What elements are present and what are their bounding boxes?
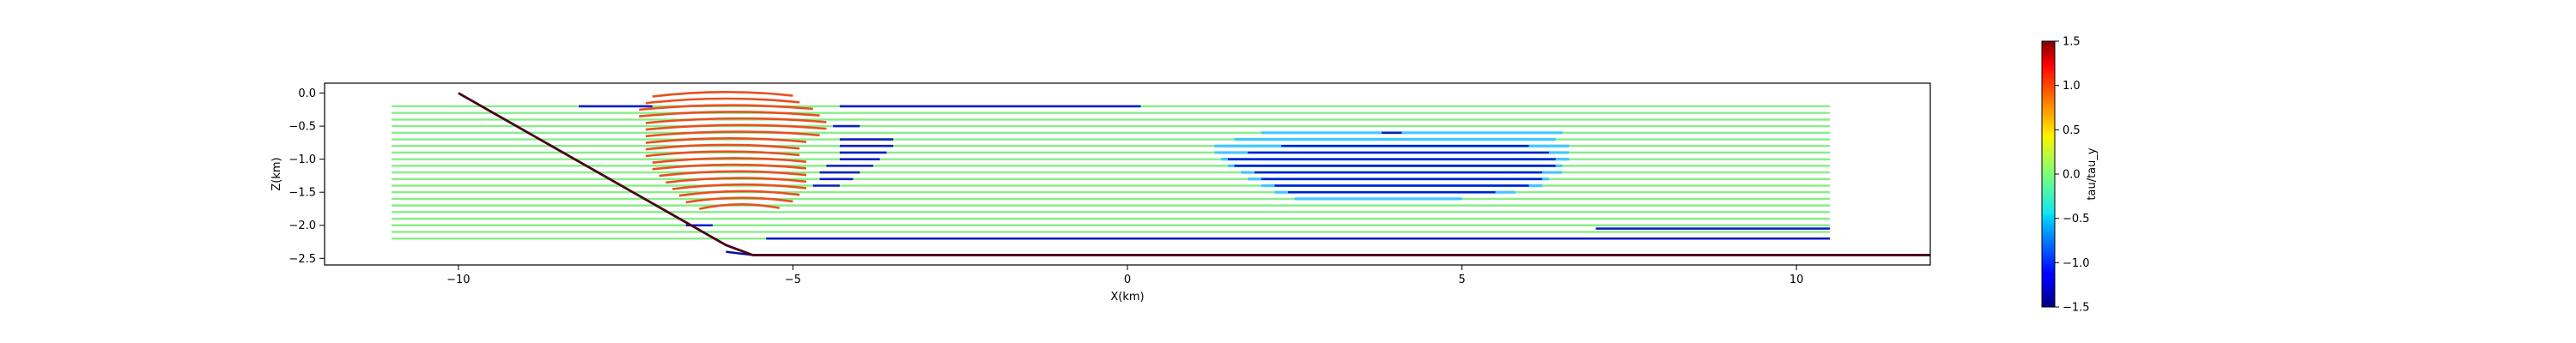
streamline-orange: [665, 177, 807, 184]
streamline-orange: [652, 91, 793, 98]
colorbar-tick-label: 1.5: [2063, 36, 2081, 49]
colorbar-ticks: 1.5 1.0 0.5 0.0 −0.5 −1.0 −1.5: [2055, 36, 2090, 315]
streamline-orange: [652, 163, 807, 171]
streamline-orange: [645, 117, 827, 124]
y-axis-label: Z(km): [270, 157, 283, 190]
colorbar-tick-label: 0.5: [2063, 124, 2081, 137]
y-tick-label: −2.0: [289, 220, 316, 232]
colorbar-tick-label: −0.5: [2063, 213, 2090, 226]
streamline-orange: [652, 157, 807, 164]
plot-content: [391, 91, 1930, 256]
y-tick-label: −1.5: [289, 187, 316, 200]
streamline-orange: [672, 183, 807, 190]
y-tick-label: −0.5: [289, 121, 316, 134]
streamline-orange: [645, 130, 820, 138]
colorbar-tick-label: −1.0: [2063, 257, 2090, 270]
streamline-orange: [659, 170, 807, 178]
x-tick-label: 0: [1124, 274, 1131, 286]
x-tick-label: −5: [785, 274, 801, 286]
x-axis: −10 −5 0 5 10: [447, 265, 1803, 286]
y-tick-label: 0.0: [298, 87, 316, 100]
x-axis-label: X(km): [1110, 291, 1144, 304]
colorbar-tick-label: 0.0: [2063, 169, 2081, 182]
colorbar-tick-label: −1.5: [2063, 302, 2090, 315]
streamline-orange: [645, 136, 807, 144]
streamline-orange: [645, 123, 827, 131]
streamline-orange: [639, 111, 820, 117]
x-tick-label: 5: [1458, 274, 1465, 286]
streamline-orange: [645, 150, 800, 158]
x-tick-label: 10: [1789, 274, 1804, 286]
streamline-orange: [685, 196, 793, 204]
y-tick-label: −2.5: [289, 253, 316, 266]
colorbar-tick-label: 1.0: [2063, 80, 2081, 93]
streamline-orange: [678, 190, 800, 197]
x-tick-label: −10: [447, 274, 470, 286]
y-tick-label: −1.0: [289, 153, 316, 166]
streamline-orange: [645, 97, 800, 105]
colorbar-gradient: [2041, 40, 2056, 308]
y-axis: 0.0 −0.5 −1.0 −1.5 −2.0 −2.5: [289, 87, 325, 266]
colorbar: 1.5 1.0 0.5 0.0 −0.5 −1.0 −1.5 tau/tau_y: [2041, 36, 2099, 315]
streamline-orange: [699, 203, 781, 210]
colorbar-label: tau/tau_y: [2086, 147, 2099, 200]
streamline-orange: [639, 104, 813, 111]
fault-line: [458, 92, 1930, 256]
streamline-orange: [645, 143, 800, 151]
